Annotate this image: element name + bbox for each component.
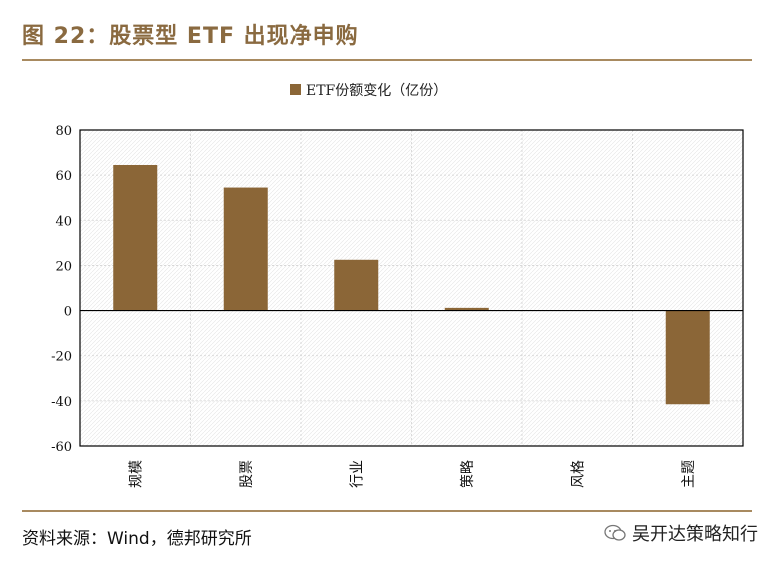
y-tick-label: 40 xyxy=(55,214,72,229)
bar-chart: 80 60 40 20 0 -20 -40 -60 规模 股票 行业 策略 风格 主题 ETF份额变化（… xyxy=(51,83,744,488)
x-axis-categories: 规模 股票 行业 策略 风格 主题 xyxy=(128,460,697,488)
bar-规模 xyxy=(113,164,158,311)
figure-title: 图 22：股票型 ETF 出现净申购 xyxy=(22,24,359,49)
y-tick-label: 60 xyxy=(55,169,72,184)
y-tick-label: -40 xyxy=(51,395,72,410)
brand-watermark: 吴开达策略知行 xyxy=(604,520,758,546)
axes xyxy=(79,129,744,447)
bar-主题 xyxy=(665,310,710,405)
y-tick-label: 20 xyxy=(55,259,72,274)
y-axis-ticks: 80 60 40 20 0 -20 -40 -60 xyxy=(51,124,72,455)
x-category-label: 策略 xyxy=(459,460,476,488)
bar-策略 xyxy=(444,307,489,311)
legend-label: ETF份额变化（亿份） xyxy=(306,83,447,99)
title-divider xyxy=(22,59,752,61)
bar-股票 xyxy=(223,187,268,311)
legend: ETF份额变化（亿份） xyxy=(290,83,447,99)
source-note: 资料来源：Wind，德邦研究所 xyxy=(22,529,252,549)
bar-series xyxy=(113,164,710,405)
x-category-label: 股票 xyxy=(239,460,255,488)
x-category-label: 行业 xyxy=(349,460,365,488)
legend-swatch xyxy=(290,84,301,95)
y-tick-label: -20 xyxy=(51,350,72,365)
y-tick-label: 80 xyxy=(55,124,72,139)
footer-divider xyxy=(22,510,752,512)
plot-frame xyxy=(79,129,744,447)
wechat-icon xyxy=(604,524,626,541)
x-category-label: 风格 xyxy=(570,460,586,488)
bar-行业 xyxy=(334,259,379,311)
y-tick-label: 0 xyxy=(64,305,72,320)
x-category-label: 规模 xyxy=(128,460,144,488)
y-tick-label: -60 xyxy=(51,440,72,455)
x-category-label: 主题 xyxy=(681,460,697,488)
brand-name: 吴开达策略知行 xyxy=(632,524,758,545)
